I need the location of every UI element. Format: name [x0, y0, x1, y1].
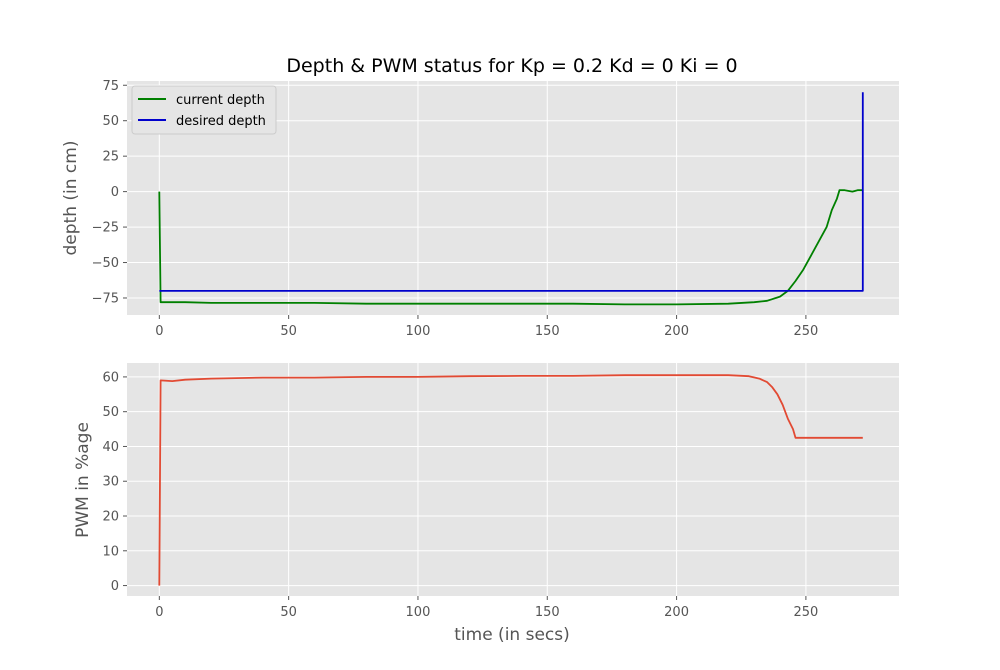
depth-y-tick-label: 25 [102, 150, 119, 165]
depth-x-tick-label: 150 [535, 324, 560, 339]
depth-x-tick-label: 50 [280, 324, 297, 339]
legend-label-desired-depth: desired depth [176, 114, 266, 129]
depth-x-tick-label: 200 [664, 324, 689, 339]
legend-label-current-depth: current depth [176, 93, 265, 108]
depth-y-tick-label: −50 [92, 256, 119, 271]
pwm-x-tick-label: 100 [406, 605, 431, 620]
pwm-x-tick-label: 0 [155, 605, 163, 620]
series-line-desired-depth [159, 92, 864, 292]
pwm-x-tick-label: 50 [280, 605, 297, 620]
legend-box [131, 85, 277, 135]
pwm-plot-area [127, 363, 899, 596]
depth-series [158, 92, 864, 306]
series-line-pwm [158, 374, 863, 586]
depth-x-tick-label: 100 [406, 324, 431, 339]
depth-x-tick-label: 250 [793, 324, 818, 339]
pwm-x-tick-label: 250 [793, 605, 818, 620]
depth-y-tick-label: 75 [102, 79, 119, 94]
pwm-x-tick-label: 200 [664, 605, 689, 620]
series-line-current-depth [158, 189, 863, 306]
pwm-y-tick-label: 20 [102, 510, 119, 525]
depth-y-tick-label: 50 [102, 114, 119, 129]
depth-y-tick-label: −25 [92, 221, 119, 236]
chart-title: Depth & PWM status for Kp = 0.2 Kd = 0 K… [286, 55, 737, 77]
pwm-y-tick-label: 30 [102, 475, 119, 490]
depth-y-tick-label: 0 [111, 185, 119, 200]
x-axis-label: time (in secs) [454, 625, 570, 645]
pwm-x-tick-label: 150 [535, 605, 560, 620]
depth-y-tick-label: −75 [92, 291, 119, 306]
depth-y-axis-label: depth (in cm) [61, 141, 81, 256]
legend: current depth desired depth [131, 85, 277, 135]
pwm-y-tick-label: 10 [102, 544, 119, 559]
depth-x-tick-label: 0 [155, 324, 163, 339]
pwm-y-tick-label: 60 [102, 370, 119, 385]
pwm-y-tick-label: 40 [102, 440, 119, 455]
pwm-y-tick-label: 50 [102, 405, 119, 420]
pwm-series [158, 374, 863, 586]
pwm-y-tick-label: 0 [111, 579, 119, 594]
pwm-y-axis-label: PWM in %age [73, 422, 93, 538]
